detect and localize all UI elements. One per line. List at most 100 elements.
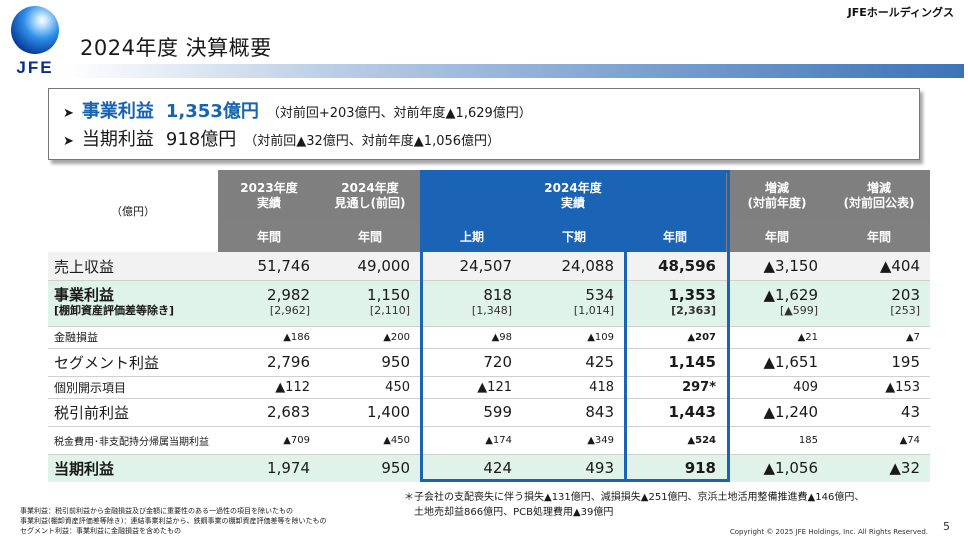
definitions: 事業利益：税引前利益から金融損益及び金額に重要性のある一過性の項目を除いたもの …: [20, 506, 326, 536]
arrow-icon: ➤: [63, 106, 74, 121]
cell-value: ▲404: [879, 257, 920, 275]
cell-value: ▲153: [885, 379, 920, 395]
cell-value: 43: [900, 403, 920, 421]
cell-value: ▲174: [485, 434, 512, 446]
table-header-row: （億円） 2023年度 実績 2024年度 見通し(前回) 2024年度 実績 …: [48, 170, 930, 252]
cell-value: ▲112: [275, 379, 310, 395]
cell-value: 297*: [682, 379, 716, 395]
summary-label: 当期利益: [81, 129, 154, 150]
cell-value: 409: [793, 379, 818, 395]
sub-value: [▲599]: [779, 304, 818, 317]
header-change-yoy: 増減 (対前年度): [726, 170, 828, 222]
cell-value: ▲709: [283, 434, 310, 446]
cell-value: ▲74: [899, 434, 920, 446]
subheader: 年間: [726, 222, 828, 252]
logo-text: JFE: [16, 58, 54, 77]
cell-value: 195: [891, 353, 920, 371]
cell-value: 2,683: [267, 403, 310, 421]
page-title: 2024年度 決算概要: [80, 36, 272, 60]
summary-value: 918億円: [165, 129, 237, 150]
cell-value: 24,507: [459, 257, 513, 275]
cell-value: 918: [684, 459, 716, 477]
summary-line-business-profit: ➤ 事業利益 1,353億円 （対前回+203億円、対前年度▲1,629億円）: [63, 97, 919, 125]
summary-line-net-profit: ➤ 当期利益 918億円 （対前回▲32億円、対前年度▲1,056億円）: [63, 125, 919, 153]
subheader-first-half: 上期: [420, 222, 522, 252]
sub-value: [2,962]: [269, 304, 310, 317]
row-label: 税金費用･非支配持分帰属当期利益: [54, 436, 209, 448]
cell-value: 950: [381, 459, 410, 477]
table-row: セグメント利益 2,796 950 720 425 1,145 ▲1,651 1…: [48, 348, 930, 376]
summary-label: 事業利益: [81, 101, 154, 122]
sub-value: [1,348]: [471, 304, 512, 317]
cell-value: ▲7: [905, 331, 920, 343]
cell-value: ▲109: [587, 331, 614, 343]
cell-value: 51,746: [257, 257, 311, 275]
summary-value: 1,353億円: [165, 101, 259, 122]
table-row: 個別開示項目 ▲112 450 ▲121 418 297* 409 ▲153: [48, 376, 930, 398]
main-value: 1,353: [668, 286, 716, 304]
cell-value: 1,974: [267, 459, 310, 477]
row-label-sub: [棚卸資産評価差等除き]: [54, 304, 175, 317]
row-divider: [48, 326, 930, 327]
header-fy2024-forecast: 2024年度 見通し(前回): [320, 170, 420, 222]
row-divider: [48, 398, 930, 399]
cell-value: ▲450: [383, 434, 410, 446]
star-footnote-line: ＊子会社の支配喪失に伴う損失▲131億円、減損損失▲251億円、京浜土地活用整備…: [404, 492, 865, 503]
cell-value: ▲207: [687, 331, 716, 343]
arrow-icon: ➤: [63, 134, 74, 149]
cell-value: 950: [381, 353, 410, 371]
cell-value: 48,596: [658, 257, 716, 275]
cell-value: 1,150 [2,110]: [320, 280, 420, 326]
main-value: 1,150: [367, 286, 410, 304]
cell-value: 1,353 [2,363]: [624, 280, 726, 326]
cell-value: 1,443: [668, 403, 716, 421]
cell-value: 24,088: [561, 257, 615, 275]
summary-note: （対前回▲32億円、対前年度▲1,056億円）: [244, 134, 501, 149]
table-row: 税引前利益 2,683 1,400 599 843 1,443 ▲1,240 4…: [48, 398, 930, 426]
summary-note: （対前回+203億円、対前年度▲1,629億円）: [266, 106, 532, 121]
summary-box: ➤ 事業利益 1,353億円 （対前回+203億円、対前年度▲1,629億円） …: [48, 88, 920, 160]
cell-value: 534 [1,014]: [522, 280, 624, 326]
table-row: 売上収益 51,746 49,000 24,507 24,088 48,596 …: [48, 252, 930, 280]
table-row-business-profit: 事業利益 [棚卸資産評価差等除き] 2,982 [2,962] 1,150 [2,1…: [48, 280, 930, 326]
cell-value: ▲349: [587, 434, 614, 446]
page-number: 5: [943, 520, 950, 533]
row-divider: [48, 280, 930, 281]
cell-value: 425: [585, 353, 614, 371]
main-value: ▲1,629: [763, 286, 818, 304]
definition-line: セグメント利益：事業利益に金融損益を含めたもの: [20, 527, 181, 535]
cell-value: ▲1,651: [763, 353, 818, 371]
cell-value: ▲1,056: [763, 459, 818, 477]
cell-value: 185: [798, 434, 818, 446]
table-subheader-row: 年間 年間 上期 下期 年間 年間 年間: [48, 222, 930, 252]
header-change-forecast: 増減 (対前回公表): [828, 170, 930, 222]
unit-label: （億円）: [48, 170, 218, 252]
cell-value: 843: [585, 403, 614, 421]
jfe-logo: JFE: [8, 6, 62, 78]
row-label: 事業利益 [棚卸資産評価差等除き]: [48, 280, 218, 326]
main-value: 818: [483, 286, 512, 304]
row-label: 個別開示項目: [54, 380, 127, 395]
cell-value: 203 [253]: [828, 280, 930, 326]
table-row-net-profit: 当期利益 1,974 950 424 493 918 ▲1,056 ▲32: [48, 454, 930, 482]
title-underline-bar: [66, 64, 964, 78]
row-label: 売上収益: [54, 257, 115, 276]
sub-value: [2,110]: [369, 304, 410, 317]
cell-value: 818 [1,348]: [420, 280, 522, 326]
table-row: 税金費用･非支配持分帰属当期利益 ▲709 ▲450 ▲174 ▲349 ▲52…: [48, 426, 930, 454]
cell-value: ▲186: [283, 331, 310, 343]
subheader-full-year: 年間: [624, 222, 726, 252]
cell-value: ▲32: [889, 459, 920, 477]
cell-value: 1,400: [367, 403, 410, 421]
row-label: 金融損益: [54, 331, 98, 344]
cell-value: 49,000: [357, 257, 411, 275]
cell-value: 720: [483, 353, 512, 371]
sub-value: [253]: [890, 304, 920, 317]
sub-value: [1,014]: [573, 304, 614, 317]
row-divider: [48, 454, 930, 455]
main-value: 203: [891, 286, 920, 304]
cell-value: 1,145: [668, 353, 716, 371]
row-label: 当期利益: [54, 459, 115, 478]
cell-value: 2,796: [267, 353, 310, 371]
cell-value: 450: [385, 379, 410, 395]
